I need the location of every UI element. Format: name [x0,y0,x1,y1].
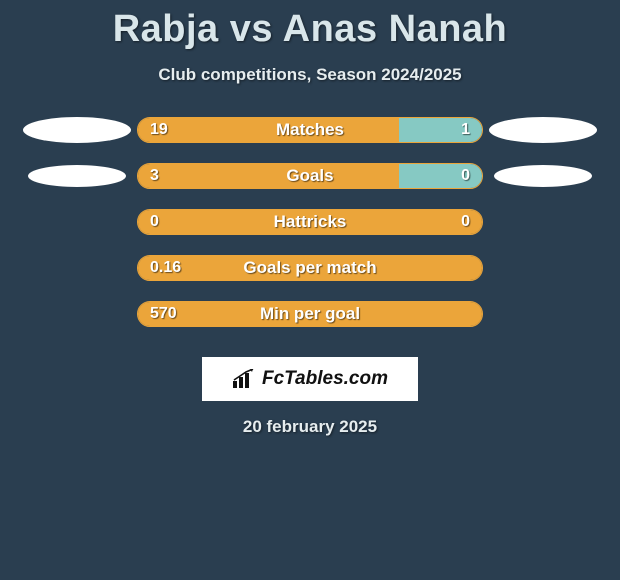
player-right-avatar-slot [483,165,603,187]
stat-bar: 0 Hattricks 0 [137,209,483,235]
stat-bar: 3 Goals 0 [137,163,483,189]
stat-label: Matches [276,120,344,140]
stat-value-left: 0.16 [150,259,181,277]
player-left-avatar [28,165,126,187]
stat-bar: 19 Matches 1 [137,117,483,143]
player-left-avatar-slot [17,165,137,187]
stat-row: 19 Matches 1 [17,117,603,143]
stat-row: 0 Hattricks 0 [17,209,603,235]
page-subtitle: Club competitions, Season 2024/2025 [158,65,461,85]
stat-value-right: 1 [461,121,470,139]
footer-date: 20 february 2025 [243,417,377,437]
stat-row: 0.16 Goals per match [17,255,603,281]
stat-row: 3 Goals 0 [17,163,603,189]
stat-label: Min per goal [260,304,360,324]
comparison-container: Rabja vs Anas Nanah Club competitions, S… [0,0,620,437]
player-right-avatar [494,165,592,187]
page-title: Rabja vs Anas Nanah [113,8,508,51]
player-left-avatar [23,117,131,143]
player-right-avatar [489,117,597,143]
chart-icon [232,369,256,389]
stat-row: 570 Min per goal [17,301,603,327]
player-right-avatar-slot [483,117,603,143]
stat-bar: 570 Min per goal [137,301,483,327]
stat-value-left: 3 [150,167,159,185]
player-left-avatar-slot [17,117,137,143]
stat-label: Goals [286,166,333,186]
stat-value-left: 19 [150,121,168,139]
stat-label: Hattricks [274,212,347,232]
stat-bar: 0.16 Goals per match [137,255,483,281]
stat-label: Goals per match [243,258,376,278]
stat-value-left: 0 [150,213,159,231]
brand-logo-text: FcTables.com [262,368,388,390]
stat-value-left: 570 [150,305,177,323]
stat-bar-left-fill [138,164,399,188]
brand-logo-box: FcTables.com [202,357,418,401]
stat-bar-left-fill [138,118,399,142]
stat-value-right: 0 [461,213,470,231]
stat-value-right: 0 [461,167,470,185]
